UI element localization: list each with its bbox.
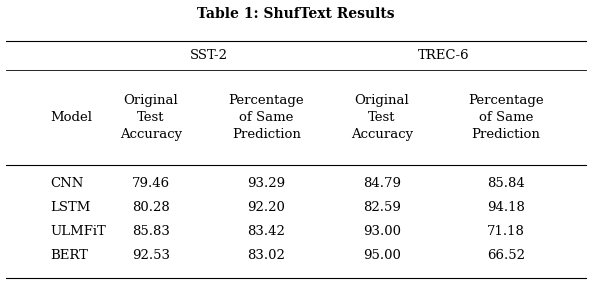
Text: Original
Test
Accuracy: Original Test Accuracy — [120, 94, 182, 141]
Text: 93.29: 93.29 — [247, 177, 285, 190]
Text: TREC-6: TREC-6 — [418, 49, 470, 62]
Text: 85.83: 85.83 — [132, 225, 170, 238]
Text: ULMFiT: ULMFiT — [50, 225, 106, 238]
Text: 79.46: 79.46 — [132, 177, 170, 190]
Text: SST-2: SST-2 — [189, 49, 228, 62]
Text: 93.00: 93.00 — [363, 225, 401, 238]
Text: Table 1: ShufText Results: Table 1: ShufText Results — [197, 7, 395, 21]
Text: BERT: BERT — [50, 249, 88, 262]
Text: 80.28: 80.28 — [132, 201, 170, 214]
Text: Model: Model — [50, 111, 92, 124]
Text: 92.53: 92.53 — [132, 249, 170, 262]
Text: 92.20: 92.20 — [247, 201, 285, 214]
Text: 83.42: 83.42 — [247, 225, 285, 238]
Text: 85.84: 85.84 — [487, 177, 525, 190]
Text: 95.00: 95.00 — [363, 249, 401, 262]
Text: 71.18: 71.18 — [487, 225, 525, 238]
Text: CNN: CNN — [50, 177, 83, 190]
Text: 83.02: 83.02 — [247, 249, 285, 262]
Text: LSTM: LSTM — [50, 201, 91, 214]
Text: Percentage
of Same
Prediction: Percentage of Same Prediction — [468, 94, 544, 141]
Text: 84.79: 84.79 — [363, 177, 401, 190]
Text: Original
Test
Accuracy: Original Test Accuracy — [351, 94, 413, 141]
Text: 66.52: 66.52 — [487, 249, 525, 262]
Text: 94.18: 94.18 — [487, 201, 525, 214]
Text: Percentage
of Same
Prediction: Percentage of Same Prediction — [229, 94, 304, 141]
Text: 82.59: 82.59 — [363, 201, 401, 214]
